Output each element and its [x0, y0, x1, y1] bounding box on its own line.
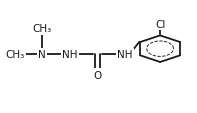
Text: CH₃: CH₃ [6, 49, 25, 59]
Text: Cl: Cl [155, 19, 165, 29]
Text: O: O [93, 70, 102, 80]
Text: NH: NH [62, 49, 78, 59]
Text: CH₃: CH₃ [32, 24, 51, 34]
Text: NH: NH [117, 49, 133, 59]
Text: N: N [38, 49, 46, 59]
